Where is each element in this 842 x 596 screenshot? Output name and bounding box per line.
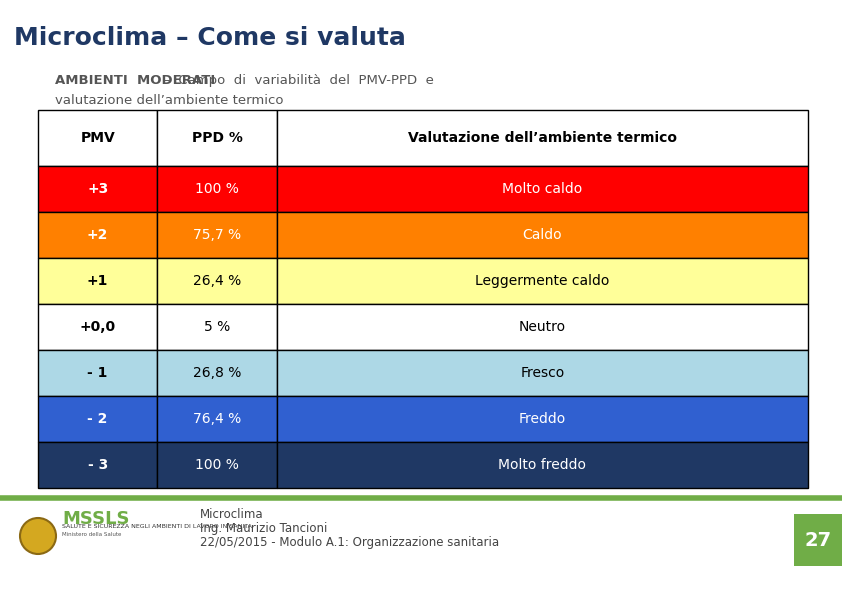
Bar xyxy=(38,110,157,166)
Text: 27: 27 xyxy=(804,530,832,550)
Bar xyxy=(38,442,157,488)
Bar xyxy=(38,212,157,258)
Text: Freddo: Freddo xyxy=(519,412,566,426)
Bar xyxy=(277,304,808,350)
Text: 26,4 %: 26,4 % xyxy=(193,274,241,288)
Text: AMBIENTI  MODERATI: AMBIENTI MODERATI xyxy=(55,74,216,87)
Text: Caldo: Caldo xyxy=(523,228,562,242)
Text: +0,0: +0,0 xyxy=(80,320,115,334)
Text: Molto caldo: Molto caldo xyxy=(502,182,583,196)
Bar xyxy=(157,350,277,396)
Text: Microclima – Come si valuta: Microclima – Come si valuta xyxy=(14,26,406,50)
Bar xyxy=(157,442,277,488)
Bar xyxy=(277,110,808,166)
Text: - 1: - 1 xyxy=(88,366,108,380)
Text: Molto freddo: Molto freddo xyxy=(498,458,586,472)
Text: –  Campo  di  variabilità  del  PMV-PPD  e: – Campo di variabilità del PMV-PPD e xyxy=(159,74,434,87)
Text: 22/05/2015 - Modulo A.1: Organizzazione sanitaria: 22/05/2015 - Modulo A.1: Organizzazione … xyxy=(200,536,499,549)
Text: PMV: PMV xyxy=(80,131,115,145)
Bar xyxy=(38,350,157,396)
Bar xyxy=(38,166,157,212)
Bar xyxy=(38,396,157,442)
Text: 26,8 %: 26,8 % xyxy=(193,366,241,380)
Text: 100 %: 100 % xyxy=(195,458,239,472)
Text: PPD %: PPD % xyxy=(192,131,242,145)
Bar xyxy=(38,304,157,350)
Bar xyxy=(157,212,277,258)
Text: 75,7 %: 75,7 % xyxy=(193,228,241,242)
Bar xyxy=(277,166,808,212)
Bar xyxy=(38,258,157,304)
Bar xyxy=(277,258,808,304)
Text: 100 %: 100 % xyxy=(195,182,239,196)
Bar xyxy=(277,396,808,442)
Text: SALUTE E SICUREZZA NEGLI AMBIENTI DI LAVORO IN SANITA: SALUTE E SICUREZZA NEGLI AMBIENTI DI LAV… xyxy=(62,524,252,529)
Text: Fresco: Fresco xyxy=(520,366,564,380)
Bar xyxy=(157,258,277,304)
Text: +2: +2 xyxy=(87,228,109,242)
Text: valutazione dell’ambiente termico: valutazione dell’ambiente termico xyxy=(55,94,284,107)
Circle shape xyxy=(20,518,56,554)
Bar xyxy=(277,212,808,258)
Text: 76,4 %: 76,4 % xyxy=(193,412,241,426)
Text: - 2: - 2 xyxy=(88,412,108,426)
Text: +1: +1 xyxy=(87,274,109,288)
Text: Leggermente caldo: Leggermente caldo xyxy=(475,274,610,288)
Text: MSSLS: MSSLS xyxy=(62,510,130,528)
Bar xyxy=(157,304,277,350)
Text: - 3: - 3 xyxy=(88,458,108,472)
Bar xyxy=(794,514,842,566)
Text: Ing. Maurizio Tancioni: Ing. Maurizio Tancioni xyxy=(200,522,328,535)
Bar xyxy=(157,396,277,442)
Bar xyxy=(157,166,277,212)
Text: Valutazione dell’ambiente termico: Valutazione dell’ambiente termico xyxy=(408,131,677,145)
Bar xyxy=(157,110,277,166)
Text: 5 %: 5 % xyxy=(204,320,230,334)
Text: Microclima: Microclima xyxy=(200,508,264,521)
Text: Ministero della Salute: Ministero della Salute xyxy=(62,532,121,537)
Bar xyxy=(277,350,808,396)
Text: Neutro: Neutro xyxy=(519,320,566,334)
Text: +3: +3 xyxy=(87,182,109,196)
Bar xyxy=(277,442,808,488)
